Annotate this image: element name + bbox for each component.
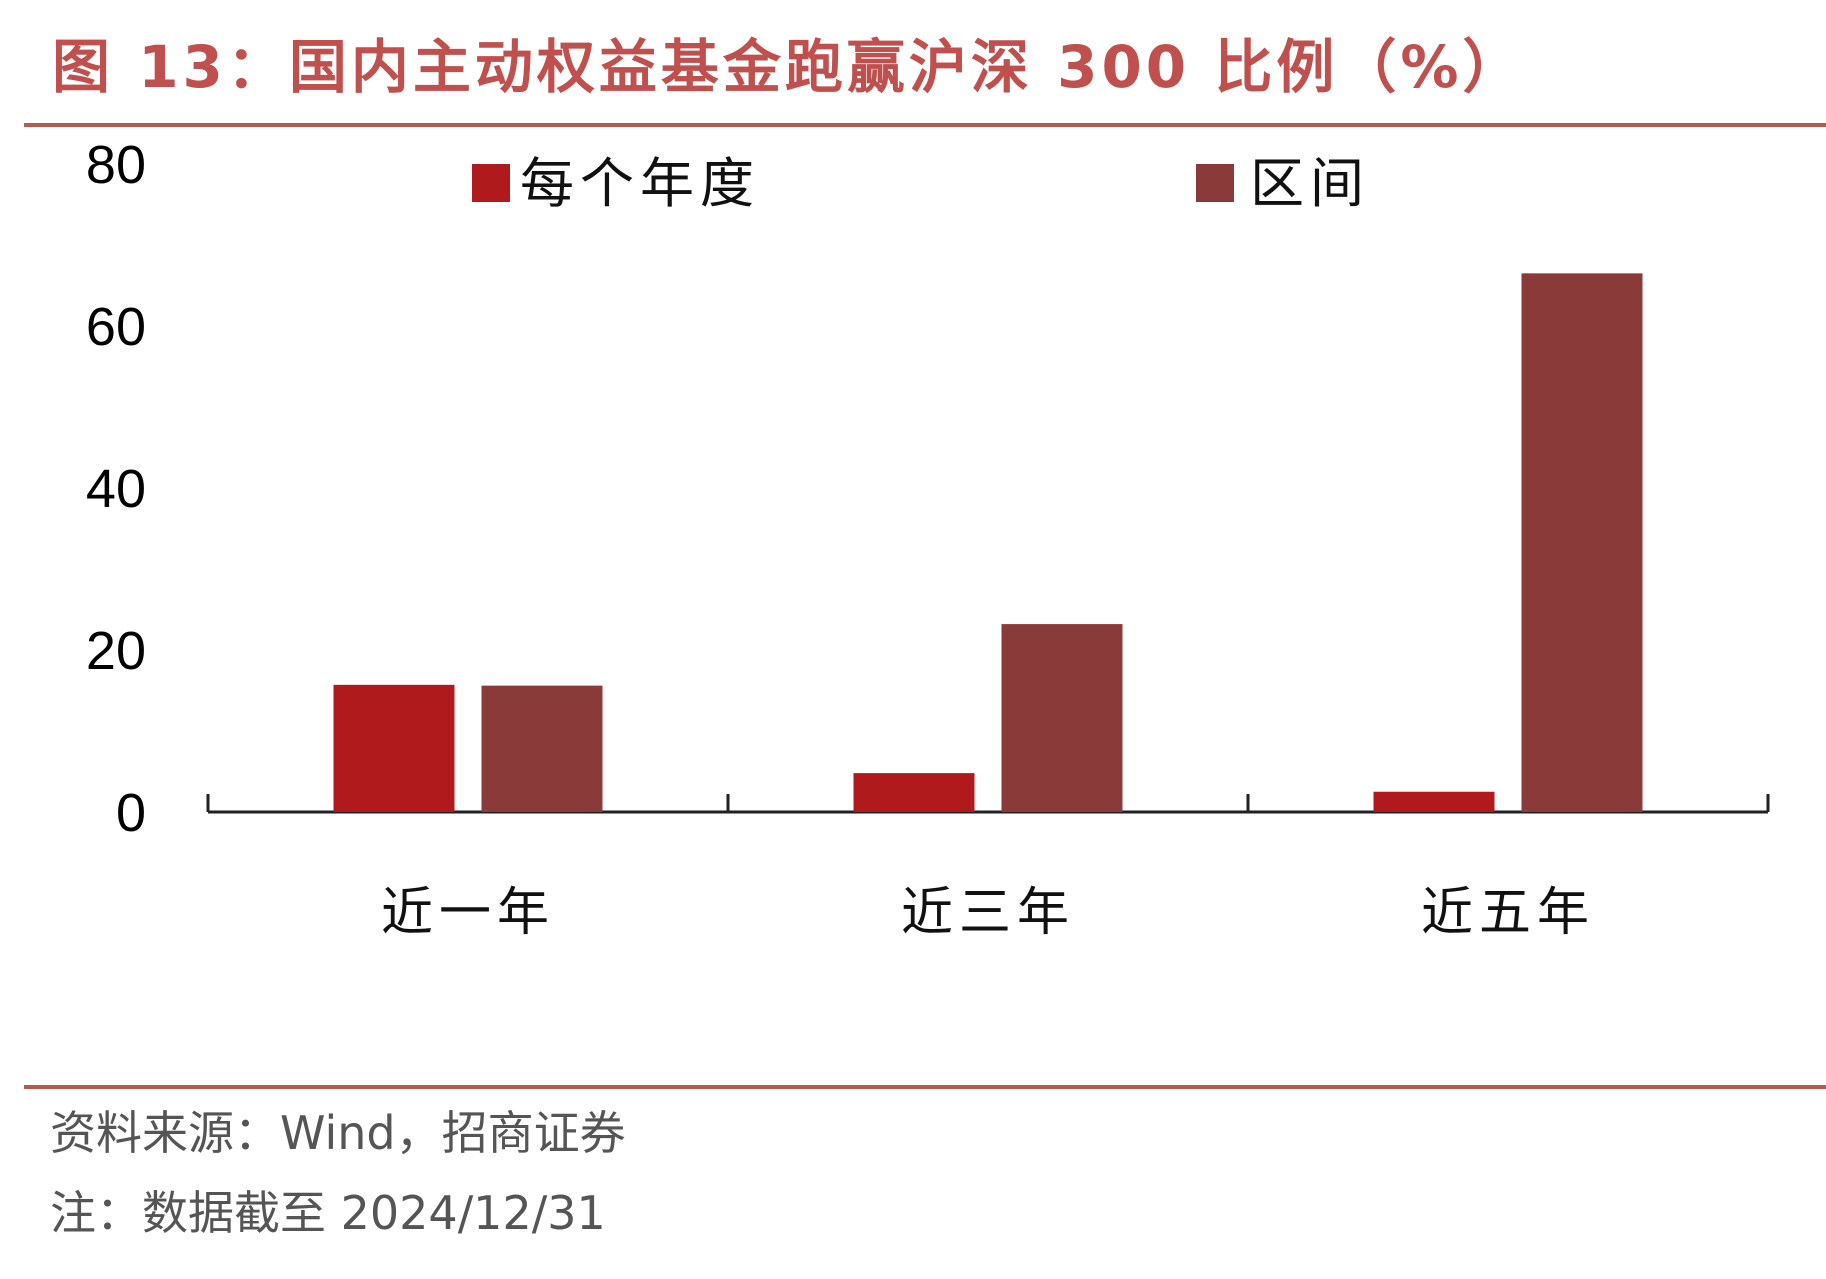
- bar-chart: 0 20 40 60 80 近一年 近三年 近五年 每个年度 区间: [86, 135, 1770, 943]
- x-tick-label: 近五年: [1421, 883, 1595, 943]
- legend-label: 区间: [1250, 152, 1370, 215]
- y-tick-label: 60: [86, 297, 146, 357]
- source-note: 资料来源：Wind，招商证券: [50, 1106, 626, 1160]
- legend-label: 每个年度: [520, 152, 760, 215]
- bar-annual: [1373, 791, 1495, 812]
- bar-period: [481, 685, 603, 812]
- x-tick-label: 近三年: [901, 883, 1075, 943]
- bar-annual: [333, 684, 455, 812]
- chart-title: 图 13：国内主动权益基金跑赢沪深 300 比例（%）: [52, 33, 1525, 101]
- x-tick-label: 近一年: [381, 883, 555, 943]
- legend-swatch: [472, 164, 510, 202]
- footer-divider: [24, 1085, 1826, 1089]
- title-divider: [24, 123, 1826, 127]
- y-tick-label: 20: [86, 621, 146, 681]
- date-note: 注：数据截至 2024/12/31: [50, 1186, 606, 1240]
- y-tick-label: 40: [86, 459, 146, 519]
- y-tick-label: 0: [116, 783, 146, 843]
- legend-swatch: [1196, 164, 1234, 202]
- bar-period: [1001, 624, 1123, 812]
- bar-annual: [853, 773, 975, 812]
- y-tick-label: 80: [86, 135, 146, 195]
- bar-period: [1521, 273, 1643, 813]
